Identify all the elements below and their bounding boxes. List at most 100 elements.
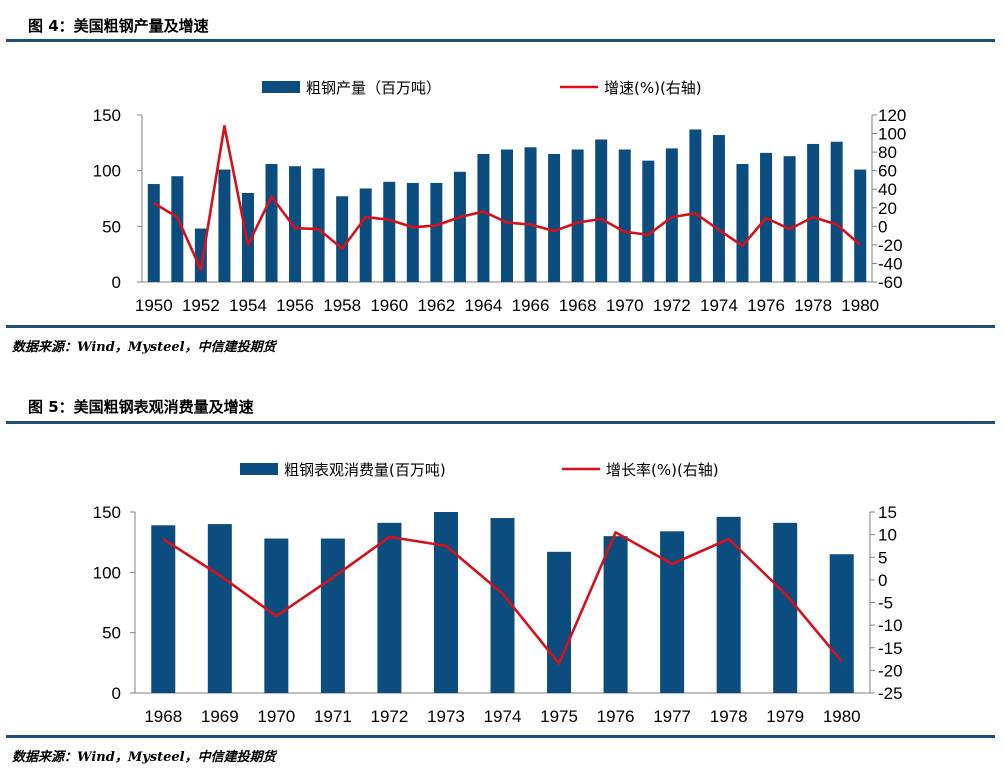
y-right-tick-label: -10 — [878, 616, 903, 635]
y-right-tick-label: 0 — [878, 571, 887, 590]
y-right-tick-label: 120 — [878, 106, 906, 125]
y-right-tick-label: 10 — [878, 526, 897, 545]
bar-1966 — [524, 147, 537, 282]
bar-1955 — [265, 163, 278, 282]
bar-1971 — [320, 538, 345, 693]
x-tick-label: 1966 — [512, 296, 550, 315]
legend-bar-label: 粗钢产量（百万吨） — [306, 79, 441, 97]
x-tick-label: 1975 — [540, 707, 578, 726]
x-tick-label: 1954 — [229, 296, 267, 315]
y-left-tick-label: 150 — [93, 503, 121, 522]
y-right-tick-label: -20 — [878, 661, 903, 680]
y-right-tick-label: 100 — [878, 125, 906, 144]
bar-1967 — [548, 153, 561, 282]
bar-1968 — [571, 149, 584, 282]
bar-1974 — [712, 135, 725, 282]
figure-4-title: 图 4：美国粗钢产量及增速 — [28, 17, 209, 35]
bar-1964 — [477, 153, 490, 282]
x-tick-label: 1980 — [823, 707, 861, 726]
y-left-tick-label: 50 — [102, 217, 121, 236]
bar-1963 — [453, 171, 466, 282]
x-tick-label: 1962 — [417, 296, 455, 315]
y-left-tick-label: 50 — [102, 624, 121, 643]
y-right-tick-label: 0 — [878, 217, 887, 236]
x-tick-label: 1970 — [257, 707, 295, 726]
y-right-tick-label: -60 — [878, 273, 903, 292]
x-tick-label: 1976 — [597, 707, 635, 726]
figure-5-top-rule — [6, 421, 995, 424]
y-right-tick-label: 60 — [878, 162, 897, 181]
x-tick-label: 1972 — [653, 296, 691, 315]
bar-1956 — [289, 166, 302, 282]
x-tick-label: 1950 — [135, 296, 173, 315]
y-left-tick-label: 0 — [112, 684, 121, 703]
bar-1980 — [829, 554, 854, 693]
bar-1968 — [151, 525, 176, 693]
bar-1979 — [830, 141, 843, 282]
x-tick-label: 1978 — [794, 296, 832, 315]
legend-line-label: 增长率(%)(右轴) — [606, 461, 719, 479]
y-right-tick-label: -5 — [878, 594, 893, 613]
bar-1952 — [194, 228, 207, 282]
x-tick-label: 1968 — [144, 707, 182, 726]
x-tick-label: 1974 — [484, 707, 522, 726]
legend-bar-swatch — [262, 81, 300, 93]
x-tick-label: 1964 — [465, 296, 503, 315]
bar-1977 — [783, 156, 796, 282]
bar-1953 — [218, 169, 231, 282]
y-left-tick-label: 0 — [112, 273, 121, 292]
bar-1962 — [430, 182, 443, 282]
x-tick-label: 1958 — [323, 296, 361, 315]
bar-1951 — [171, 176, 184, 282]
x-tick-label: 1980 — [841, 296, 879, 315]
y-right-tick-label: -20 — [878, 236, 903, 255]
y-left-tick-label: 150 — [93, 106, 121, 125]
y-right-tick-label: -15 — [878, 639, 903, 658]
bar-1977 — [660, 531, 685, 693]
x-tick-label: 1968 — [559, 296, 597, 315]
figure-4-source: 数据来源：Wind，Mysteel，中信建投期货 — [12, 340, 276, 355]
y-left-tick-label: 100 — [93, 162, 121, 181]
x-tick-label: 1969 — [201, 707, 239, 726]
growth-line — [153, 124, 862, 272]
x-tick-label: 1956 — [276, 296, 314, 315]
x-tick-label: 1976 — [747, 296, 785, 315]
chart-steel-consumption: 0 50 100 150 -25 -20 -15 -10 -5 0 5 10 15 1968 1969 197… — [93, 461, 903, 726]
bar-1971 — [642, 160, 655, 282]
bar-1965 — [501, 149, 513, 282]
bar-1958 — [336, 196, 349, 282]
bar-1960 — [383, 181, 396, 282]
bar-1950 — [147, 184, 160, 282]
y-right-tick-label: -25 — [878, 684, 903, 703]
x-tick-label: 1977 — [653, 707, 691, 726]
x-tick-label: 1970 — [606, 296, 644, 315]
y-left-tick-label: 100 — [93, 563, 121, 582]
bar-1969 — [595, 139, 608, 282]
bar-1954 — [241, 192, 254, 282]
y-right-tick-label: 20 — [878, 199, 897, 218]
y-right-tick-label: 15 — [878, 503, 897, 522]
bar-1974 — [490, 518, 515, 693]
bar-1961 — [406, 182, 419, 282]
bar-1979 — [773, 522, 798, 693]
legend-line-label: 增速(%)(右轴) — [604, 79, 702, 97]
x-tick-label: 1952 — [182, 296, 220, 315]
y-right-tick-label: -40 — [878, 254, 903, 273]
figure-4-bottom-rule — [6, 325, 995, 328]
x-tick-label: 1973 — [427, 707, 465, 726]
figure-5-source: 数据来源：Wind，Mysteel，中信建投期货 — [12, 750, 276, 765]
bar-1975 — [736, 163, 749, 282]
x-tick-label: 1972 — [371, 707, 409, 726]
figure-5-bottom-rule — [6, 735, 995, 738]
y-right-tick-label: 5 — [878, 548, 887, 567]
bar-1969 — [207, 524, 232, 693]
y-right-tick-label: 40 — [878, 180, 897, 199]
legend-bar-label: 粗钢表观消费量(百万吨) — [284, 461, 446, 479]
bar-1970 — [618, 149, 631, 282]
bar-1973 — [433, 512, 458, 693]
bar-1959 — [359, 188, 372, 282]
figure-4-top-rule — [6, 39, 995, 42]
bar-1972 — [377, 522, 402, 693]
growth-line — [162, 531, 843, 665]
